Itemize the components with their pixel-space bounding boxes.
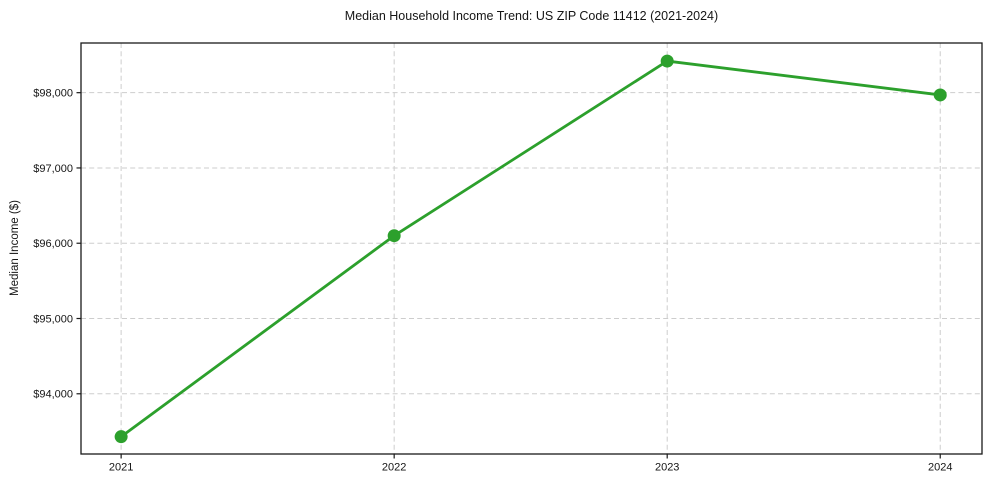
y-tick-label: $95,000 xyxy=(33,313,73,325)
x-tick-label: 2023 xyxy=(655,462,679,474)
x-tick-label: 2024 xyxy=(928,462,952,474)
data-point xyxy=(114,430,128,444)
y-tick-label: $98,000 xyxy=(33,87,73,99)
x-tick-label: 2021 xyxy=(109,462,133,474)
data-point xyxy=(660,54,674,68)
y-tick-label: $97,000 xyxy=(33,163,73,175)
data-point xyxy=(933,88,947,102)
trend-line xyxy=(119,59,942,439)
plot-spines xyxy=(80,42,983,455)
x-tick-label: 2022 xyxy=(382,462,406,474)
y-tick-label: $94,000 xyxy=(33,389,73,401)
y-tick-label: $96,000 xyxy=(33,238,73,250)
chart-title: Median Household Income Trend: US ZIP Co… xyxy=(344,9,719,23)
data-point xyxy=(387,229,401,243)
